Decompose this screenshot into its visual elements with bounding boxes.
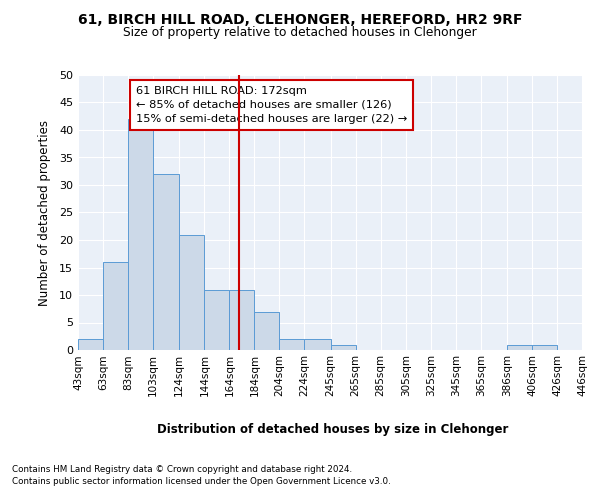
Bar	[153, 174, 179, 350]
Bar	[205, 290, 229, 350]
Bar	[229, 290, 254, 350]
Text: 61 BIRCH HILL ROAD: 172sqm
← 85% of detached houses are smaller (126)
15% of sem: 61 BIRCH HILL ROAD: 172sqm ← 85% of deta…	[136, 86, 407, 124]
Text: 61, BIRCH HILL ROAD, CLEHONGER, HEREFORD, HR2 9RF: 61, BIRCH HILL ROAD, CLEHONGER, HEREFORD…	[78, 12, 522, 26]
Bar	[128, 119, 153, 350]
Text: Size of property relative to detached houses in Clehonger: Size of property relative to detached ho…	[123, 26, 477, 39]
Text: Contains public sector information licensed under the Open Government Licence v3: Contains public sector information licen…	[12, 478, 391, 486]
Bar	[179, 234, 205, 350]
Bar	[507, 344, 532, 350]
Bar	[103, 262, 128, 350]
Bar	[254, 312, 280, 350]
Y-axis label: Number of detached properties: Number of detached properties	[38, 120, 50, 306]
Bar	[532, 344, 557, 350]
Text: Contains HM Land Registry data © Crown copyright and database right 2024.: Contains HM Land Registry data © Crown c…	[12, 465, 352, 474]
Bar	[280, 339, 304, 350]
Bar	[78, 339, 103, 350]
Text: Distribution of detached houses by size in Clehonger: Distribution of detached houses by size …	[157, 422, 509, 436]
Bar	[304, 339, 331, 350]
Bar	[331, 344, 356, 350]
